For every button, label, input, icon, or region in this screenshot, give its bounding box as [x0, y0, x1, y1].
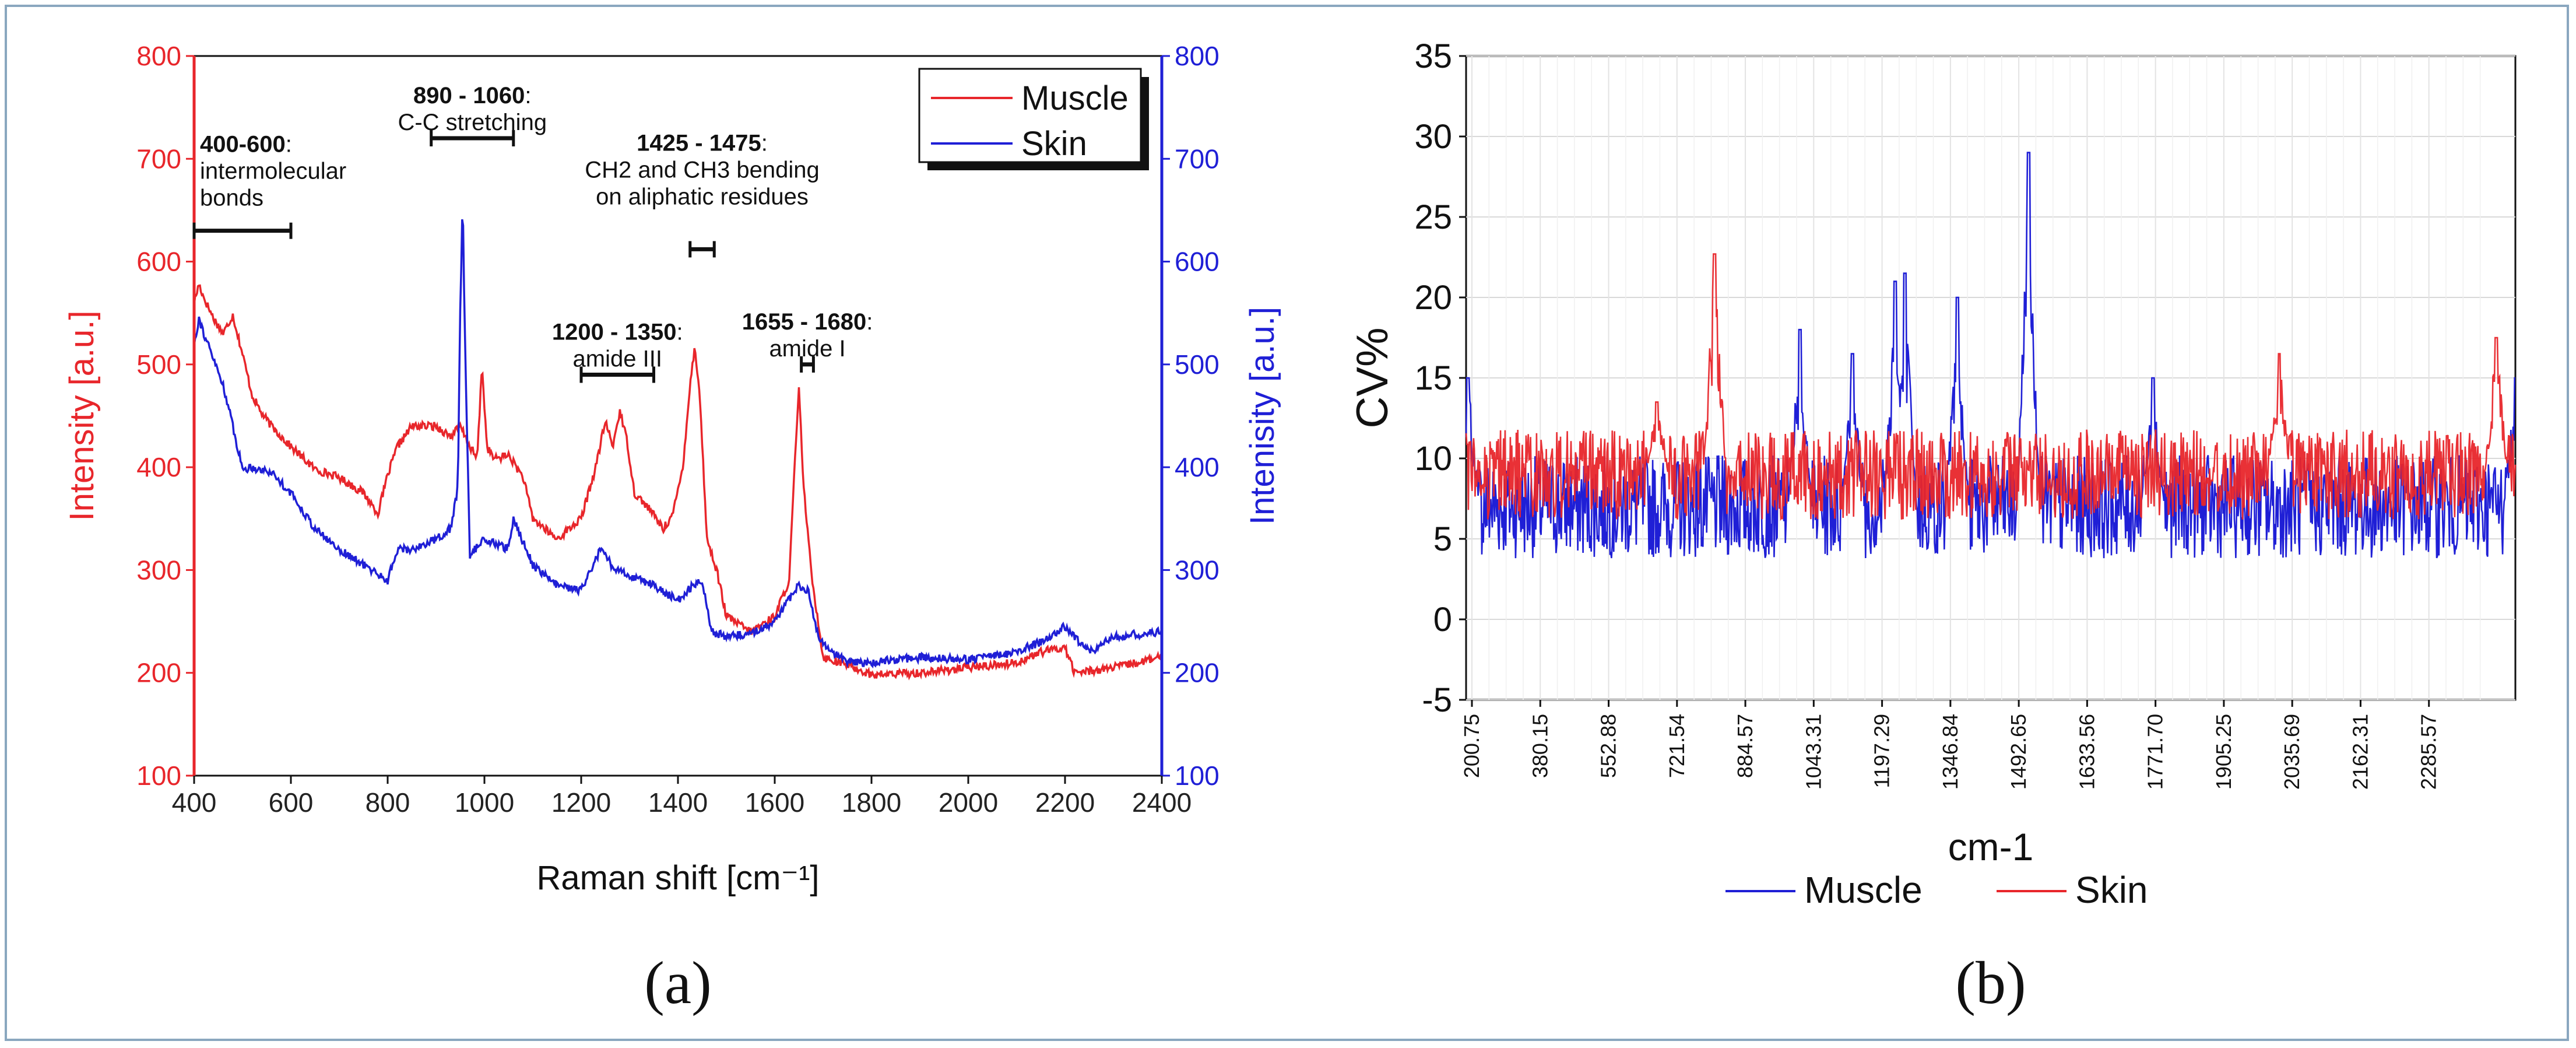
x-tick-label: 600 — [269, 787, 314, 818]
left-y-tick-label: 100 — [136, 760, 181, 791]
left-y-tick-label: 600 — [136, 247, 181, 277]
x-tick-label: 1000 — [455, 787, 514, 818]
right-y-tick-label: 700 — [1175, 143, 1220, 174]
right-y-tick-label: 800 — [1175, 41, 1220, 71]
x-tick-label: 400 — [172, 787, 217, 818]
x-tick-label: 2000 — [939, 787, 998, 818]
x-axis-label-a: Raman shift [cm⁻¹] — [536, 859, 819, 897]
legend-label-muscle: Muscle — [1021, 79, 1129, 117]
y-axis-label-b: CV% — [1348, 327, 1397, 428]
left-y-tick-label: 800 — [136, 41, 181, 71]
annotation-description: intermolecular — [200, 159, 346, 184]
right-y-tick-label: 300 — [1175, 555, 1220, 585]
annotation-description: amide III — [573, 346, 662, 371]
annotation-range-label: 890 - 1060: — [413, 83, 531, 108]
left-y-tick-label: 300 — [136, 555, 181, 585]
cv-series-skin — [1465, 253, 2517, 521]
y-tick-label: 15 — [1414, 359, 1452, 397]
annotation-description: bonds — [200, 185, 263, 211]
x-tick-label: 1771.70 — [2143, 714, 2167, 790]
panel-caption-b: (b) — [1955, 949, 2026, 1017]
legend-label-muscle: Muscle — [1804, 869, 1923, 911]
x-tick-label: 1043.31 — [1801, 714, 1825, 790]
panel-b-chart: -5 0 5 10 15 20 25 30 35 200.75 380.15 552.88 721.54… — [1348, 37, 2517, 911]
x-tick-label: 1600 — [745, 787, 804, 818]
legend-label-skin: Skin — [1021, 125, 1087, 163]
x-axis-label-b: cm-1 — [1948, 825, 2034, 868]
annotation-description: amide I — [769, 336, 845, 362]
figure-frame — [5, 5, 2569, 1041]
x-tick-label: 1346.84 — [1938, 714, 1962, 790]
x-tick-label: 1200 — [551, 787, 611, 818]
axes-b: -5 0 5 10 15 20 25 30 35 200.75 380.15 552.88 721.54… — [1414, 37, 2440, 790]
x-tick-label: 884.57 — [1733, 714, 1757, 778]
series-line-muscle — [193, 284, 1163, 681]
y-axis-label-right: Intenisity [a.u.] — [1243, 307, 1281, 525]
x-tick-label: 1633.56 — [2075, 714, 2099, 790]
left-y-tick-label: 400 — [136, 452, 181, 482]
plot-series-b — [1465, 152, 2517, 559]
x-tick-label: 721.54 — [1665, 714, 1689, 778]
x-tick-label: 1905.25 — [2212, 714, 2236, 790]
annotation-description: C-C stretching — [398, 110, 547, 135]
left-y-tick-label: 500 — [136, 349, 181, 380]
x-tick-label: 1800 — [842, 787, 901, 818]
right-y-tick-label: 100 — [1175, 760, 1220, 791]
annotation-range-label: 400-600: — [200, 132, 292, 157]
annotation-range-label: 1655 - 1680: — [742, 309, 873, 335]
x-tick-label: 2162.31 — [2348, 714, 2372, 790]
legend-b: Muscle Skin — [1725, 869, 2148, 911]
y-tick-label: 35 — [1414, 37, 1452, 75]
y-tick-label: 30 — [1414, 118, 1452, 156]
x-tick-label: 800 — [366, 787, 410, 818]
annotation-description: CH2 and CH3 bending — [585, 157, 819, 183]
left-y-tick-label: 200 — [136, 658, 181, 688]
right-y-tick-label: 400 — [1175, 452, 1220, 482]
x-tick-label: 380.15 — [1528, 714, 1552, 778]
y-tick-label: 25 — [1414, 198, 1452, 236]
y-tick-label: -5 — [1422, 681, 1452, 719]
annotation-range-label: 1200 - 1350: — [552, 319, 683, 345]
legend-label-skin: Skin — [2075, 869, 2148, 911]
panel-caption-a: (a) — [644, 949, 711, 1017]
plot-series-a — [193, 219, 1163, 681]
y-axis-label-left: Intensity [a.u.] — [63, 310, 101, 521]
axes-a: 100 100 200 200 300 300 400 400 500 500 600 600 700 7… — [136, 41, 1220, 818]
y-tick-label: 10 — [1414, 440, 1452, 478]
panel-a-chart: 100 100 200 200 300 300 400 400 500 500 600 600 700 7… — [63, 41, 1281, 897]
x-tick-label: 2035.69 — [2280, 714, 2304, 790]
right-y-tick-label: 500 — [1175, 349, 1220, 380]
x-tick-label: 1197.29 — [1870, 714, 1894, 788]
series-line-skin — [193, 219, 1163, 669]
x-tick-label: 1492.65 — [2006, 714, 2030, 790]
annotation-range-label: 1425 - 1475: — [637, 130, 768, 156]
x-tick-label: 2400 — [1132, 787, 1192, 818]
y-tick-label: 5 — [1433, 520, 1452, 558]
y-tick-label: 20 — [1414, 279, 1452, 317]
x-tick-label: 200.75 — [1460, 714, 1484, 778]
legend-box — [918, 68, 1142, 163]
right-y-tick-label: 600 — [1175, 247, 1220, 277]
x-tick-label: 2200 — [1035, 787, 1095, 818]
left-y-tick-label: 700 — [136, 143, 181, 174]
right-y-tick-label: 200 — [1175, 658, 1220, 688]
x-tick-label: 1400 — [648, 787, 708, 818]
annotation-description: on aliphatic residues — [596, 184, 809, 209]
legend-a: Muscle Skin — [918, 68, 1149, 170]
x-tick-label: 552.88 — [1597, 714, 1621, 778]
x-tick-label: 2285.57 — [2417, 714, 2441, 790]
y-tick-label: 0 — [1433, 601, 1452, 639]
